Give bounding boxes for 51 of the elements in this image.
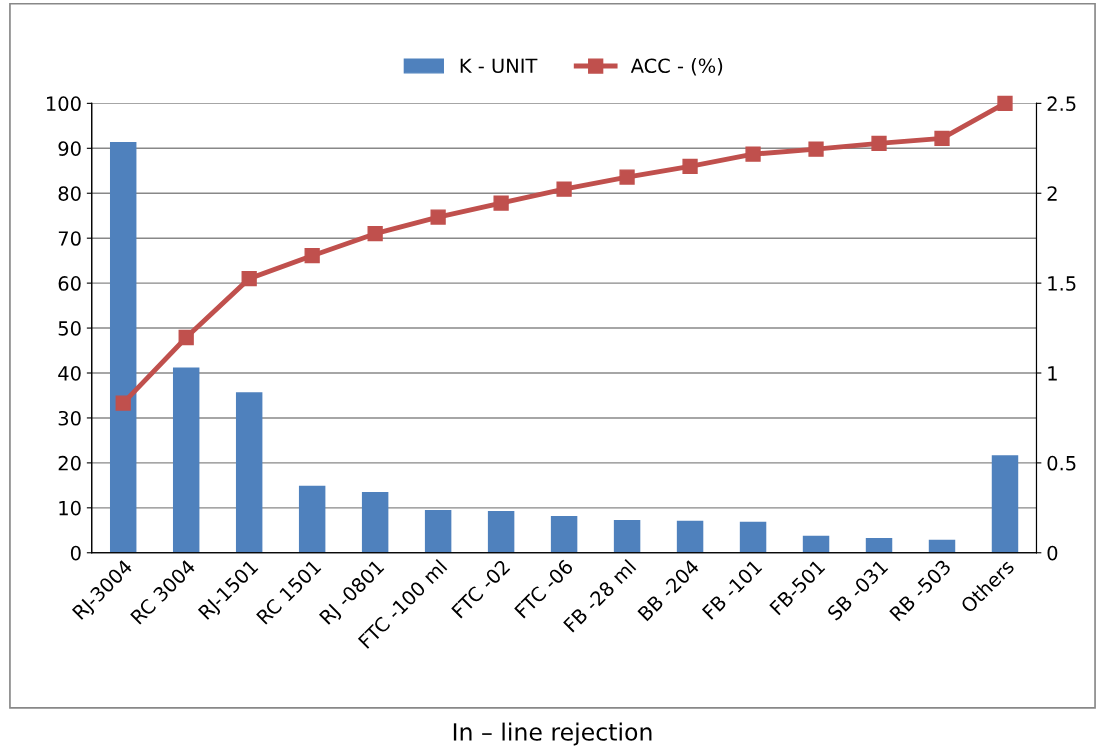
y2-tick-label: 0 xyxy=(1047,545,1058,561)
y-tick-label: 0 xyxy=(70,545,81,561)
y2-tick-label: 0.5 xyxy=(1047,455,1076,471)
y-tick-label: 100 xyxy=(47,96,81,112)
y-tick-label: 60 xyxy=(58,276,81,291)
y2-tick-label: 1 xyxy=(1048,366,1057,381)
y2-tick-label: 2 xyxy=(1047,186,1057,201)
bar xyxy=(172,367,200,553)
point xyxy=(115,395,131,411)
point xyxy=(367,226,383,242)
point xyxy=(745,146,761,162)
y-tick-label: 70 xyxy=(58,231,81,246)
text: In – line rejection xyxy=(453,722,652,746)
legend-label: K - UNIT xyxy=(460,58,538,74)
bar xyxy=(424,510,452,553)
y-tick-label: 10 xyxy=(59,500,81,516)
point xyxy=(556,181,572,197)
bar xyxy=(739,521,767,553)
y-tick-label: 20 xyxy=(58,455,81,471)
bar xyxy=(802,535,830,553)
point xyxy=(997,95,1013,112)
y-tick-label: 30 xyxy=(58,410,81,426)
point xyxy=(934,130,950,147)
point xyxy=(430,209,446,225)
x-tick-label: FTC -02 xyxy=(451,559,511,619)
bar xyxy=(676,520,704,553)
y2-tick-label: 1.5 xyxy=(1048,276,1076,291)
bar xyxy=(928,539,956,553)
y-tick-label: 40 xyxy=(58,365,81,381)
point xyxy=(871,135,887,151)
bar xyxy=(361,492,389,553)
y-tick-label: 50 xyxy=(58,321,81,336)
bar xyxy=(298,485,326,553)
bar xyxy=(991,455,1019,553)
point xyxy=(304,248,320,264)
bar xyxy=(109,142,137,553)
bar xyxy=(865,537,893,553)
point xyxy=(493,195,509,211)
point xyxy=(178,329,194,346)
point xyxy=(619,169,635,185)
y2-tick-label: 2.5 xyxy=(1047,96,1076,112)
point xyxy=(682,158,698,174)
y-tick-label: 80 xyxy=(58,186,81,201)
bar xyxy=(613,519,641,553)
bar xyxy=(487,510,515,553)
y-tick-label: 90 xyxy=(58,141,81,156)
bar xyxy=(235,392,263,553)
bar xyxy=(550,515,578,553)
point xyxy=(808,141,824,157)
point xyxy=(241,270,257,287)
legend-label: ACC - (%) xyxy=(630,58,723,76)
